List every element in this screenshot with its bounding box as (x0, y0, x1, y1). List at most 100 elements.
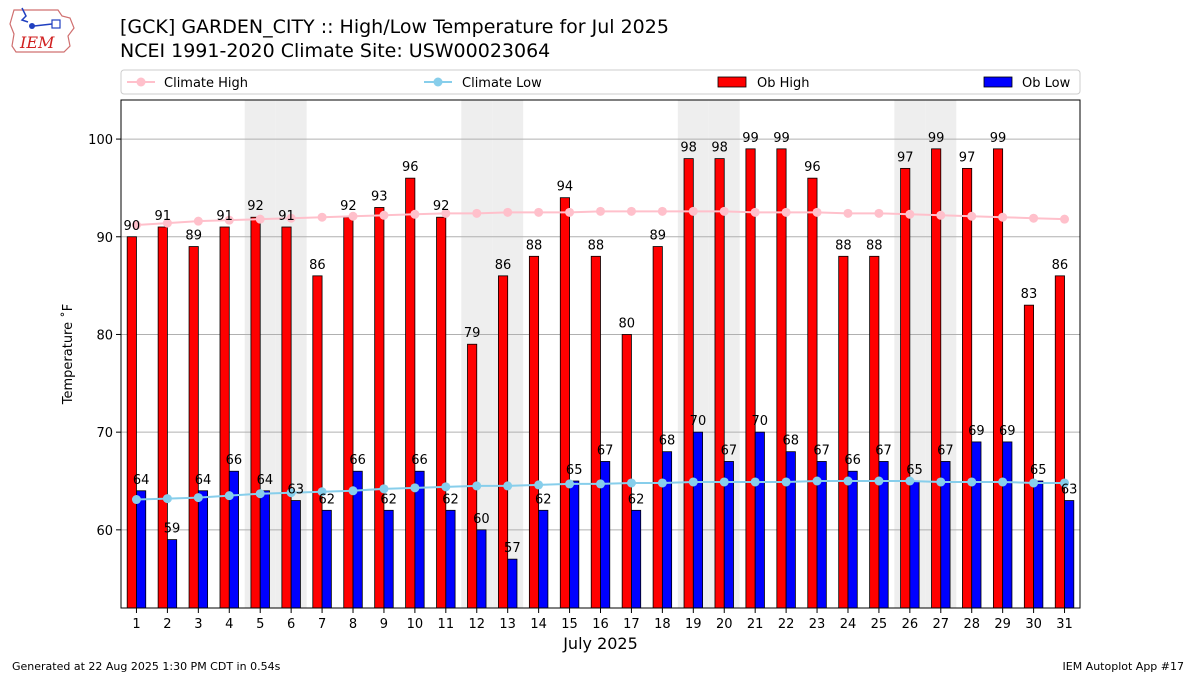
ob-high-label: 83 (1021, 287, 1038, 302)
ob-low-bar (661, 451, 673, 609)
climate-low-point (193, 493, 203, 503)
climate-low-point (441, 482, 451, 492)
ob-high-label: 90 (124, 219, 141, 234)
x-tick-label: 30 (1025, 617, 1042, 632)
ob-low-bar (754, 431, 765, 609)
climate-low-point (255, 489, 265, 499)
ob-high-bar (869, 255, 880, 609)
ob-low-bar (847, 470, 858, 609)
legend-climate-high-label: Climate High (164, 76, 248, 91)
x-tick-label: 2 (163, 617, 171, 632)
legend-ob-low-label: Ob Low (1022, 76, 1071, 91)
ob-high-bar (962, 167, 973, 609)
ob-high-label: 99 (928, 131, 945, 146)
climate-high-point (472, 208, 482, 218)
climate-high-point (750, 207, 760, 217)
ob-high-bar (838, 255, 849, 609)
ob-high-bar (281, 226, 292, 609)
climate-high-point (905, 209, 915, 219)
chart-title: [GCK] GARDEN_CITY :: High/Low Temperatur… (120, 16, 669, 38)
ob-low-label: 60 (473, 512, 490, 527)
climate-low-point (410, 483, 420, 493)
ob-low-bar (692, 431, 703, 609)
x-tick-label: 14 (530, 617, 547, 632)
x-tick-label: 3 (194, 617, 202, 632)
ob-low-label: 66 (226, 453, 243, 468)
ob-low-label: 64 (257, 473, 274, 488)
ob-low-label: 64 (133, 473, 150, 488)
x-tick-label: 17 (623, 617, 640, 632)
ob-low-bar (507, 558, 518, 609)
climate-high-point (317, 212, 327, 222)
ob-low-bar (136, 490, 147, 609)
ob-high-bar (188, 246, 199, 609)
climate-high-point (657, 206, 667, 216)
x-tick-label: 25 (871, 617, 888, 632)
climate-low-point (1060, 478, 1070, 488)
ob-high-bar (590, 255, 601, 609)
climate-low-point (565, 479, 575, 489)
x-axis-label: July 2025 (562, 634, 638, 653)
climate-low-point (781, 477, 791, 487)
legend-ob-high-swatch (717, 76, 747, 88)
ob-high-label: 79 (464, 326, 481, 341)
y-tick-label: 70 (96, 426, 113, 441)
climate-high-point (1029, 213, 1039, 223)
ob-low-label: 62 (535, 492, 552, 507)
ob-low-bar (1033, 480, 1044, 609)
ob-high-label: 94 (557, 180, 574, 195)
climate-low-point (1029, 478, 1039, 488)
ob-high-label: 92 (340, 199, 357, 214)
climate-low-point (998, 477, 1008, 487)
ob-low-label: 65 (906, 463, 923, 478)
climate-high-point (781, 207, 791, 217)
climate-low-point (719, 477, 729, 487)
ob-low-bar (569, 480, 580, 609)
x-tick-label: 26 (902, 617, 919, 632)
ob-high-bar (436, 216, 447, 609)
x-tick-label: 1 (132, 617, 140, 632)
ob-low-label: 66 (411, 453, 428, 468)
ob-low-label: 67 (937, 443, 954, 458)
ob-low-bar (383, 509, 394, 609)
ob-low-label: 62 (380, 492, 397, 507)
climate-low-point (596, 479, 605, 489)
ob-low-bar (909, 480, 920, 609)
ob-high-label: 86 (495, 258, 512, 273)
generated-note: Generated at 22 Aug 2025 1:30 PM CDT in … (12, 660, 281, 673)
climate-high-point (998, 212, 1008, 222)
ob-low-label: 68 (659, 434, 676, 449)
ob-low-bar (538, 509, 549, 609)
ob-high-bar (312, 275, 323, 609)
ob-high-label: 89 (185, 229, 202, 244)
climate-low-point (472, 481, 482, 491)
legend-climate-low-label: Climate Low (462, 76, 542, 91)
ob-high-bar (559, 197, 570, 609)
climate-high-point (410, 209, 420, 219)
ob-high-label: 93 (371, 189, 388, 204)
y-tick-label: 90 (96, 231, 113, 246)
legend-climate-high-marker (136, 77, 146, 87)
y-tick-label: 80 (96, 328, 113, 343)
ob-low-bar (476, 529, 487, 609)
ob-high-label: 96 (804, 160, 821, 175)
y-axis-label: Temperature ˚F (60, 304, 76, 405)
ob-high-bar (1023, 304, 1034, 609)
ob-high-bar (776, 148, 787, 609)
climate-high-point (874, 208, 884, 218)
ob-low-label: 57 (504, 541, 521, 556)
x-tick-label: 11 (438, 617, 455, 632)
app-note: IEM Autoplot App #17 (1062, 660, 1185, 673)
ob-high-label: 97 (897, 150, 914, 165)
x-tick-label: 15 (561, 617, 578, 632)
ob-high-label: 91 (216, 209, 233, 224)
x-tick-label: 28 (963, 617, 980, 632)
climate-high-point (286, 213, 296, 223)
legend-box (120, 69, 1081, 95)
ob-high-label: 91 (278, 209, 295, 224)
ob-low-label: 70 (752, 414, 769, 429)
plot-frame (120, 99, 1081, 609)
ob-high-bar (219, 226, 230, 609)
climate-low-point (503, 481, 513, 491)
ob-low-bar (1002, 441, 1013, 609)
